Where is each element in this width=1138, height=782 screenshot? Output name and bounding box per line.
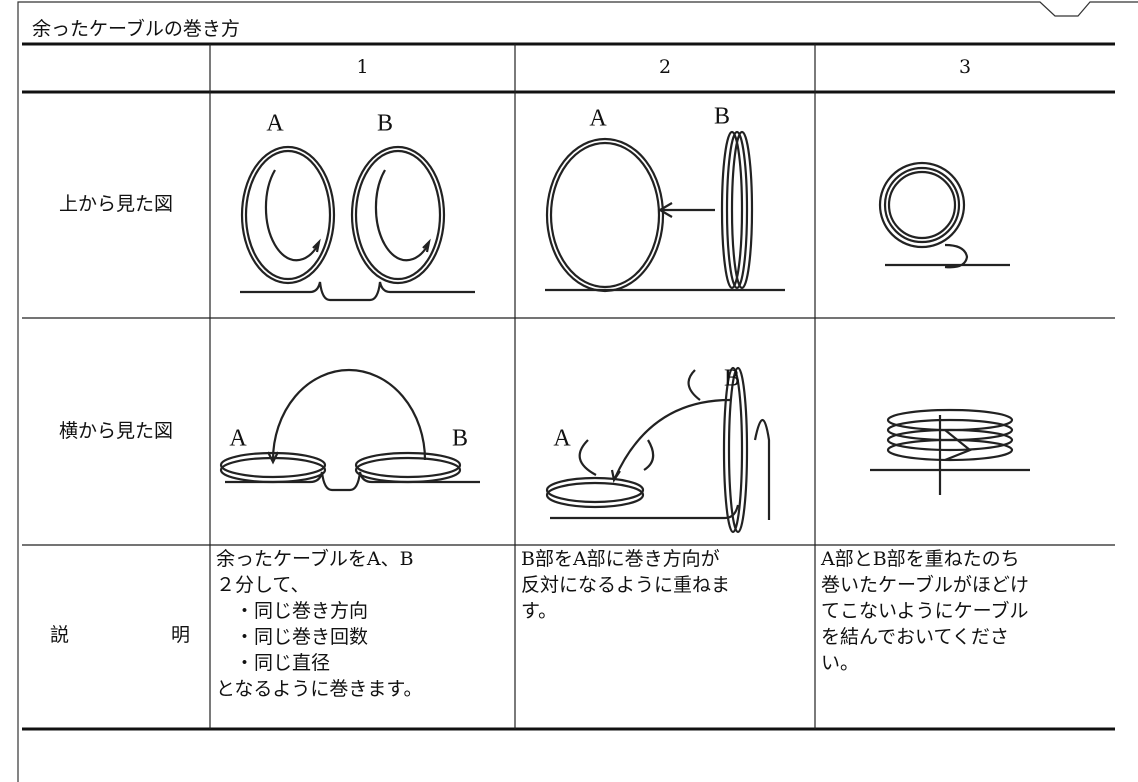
description-line: A部とB部を重ねたのち [820, 548, 1020, 570]
description-line: 巻いたケーブルがほどけ [821, 573, 1029, 596]
row-label: 横から見た図 [59, 420, 173, 442]
figure-label: A [229, 426, 247, 452]
description-line: ２分して、 [216, 574, 309, 596]
description-line: B部をA部に巻き方向が [521, 548, 720, 570]
description-line: ・同じ巻き方向 [216, 600, 368, 622]
row-label: 説明 [50, 624, 190, 646]
figure-label: B [724, 366, 740, 392]
description-line: てこないようにケーブル [821, 599, 1028, 622]
column-header: 1 [356, 56, 368, 78]
description-line: を結んでおいてくださ [821, 626, 1009, 648]
description-line: 余ったケーブルをA、B [216, 547, 414, 570]
frame [17, 1, 1138, 782]
title: 余ったケーブルの巻き方 [32, 17, 240, 40]
figure-label: A [553, 426, 571, 452]
description-line: い。 [821, 652, 859, 674]
description-line: ・同じ巻き回数 [216, 626, 368, 648]
figure-label: A [266, 111, 284, 137]
table-grid [22, 42, 1115, 731]
description-line: 反対になるように重ねま [521, 574, 730, 596]
description-line: となるように巻きます。 [216, 678, 423, 700]
description-line: ・同じ直径 [216, 652, 330, 674]
row-label: 上から見た図 [59, 193, 173, 215]
figure-label: A [589, 106, 607, 132]
description-line: す。 [521, 600, 557, 622]
column-header: 2 [659, 56, 671, 78]
figure-label: B [377, 111, 393, 137]
figure-label: B [452, 426, 468, 452]
figure-label: B [714, 104, 730, 130]
column-header: 3 [959, 56, 971, 78]
illustrations: A B A B A B A B [219, 104, 1030, 534]
